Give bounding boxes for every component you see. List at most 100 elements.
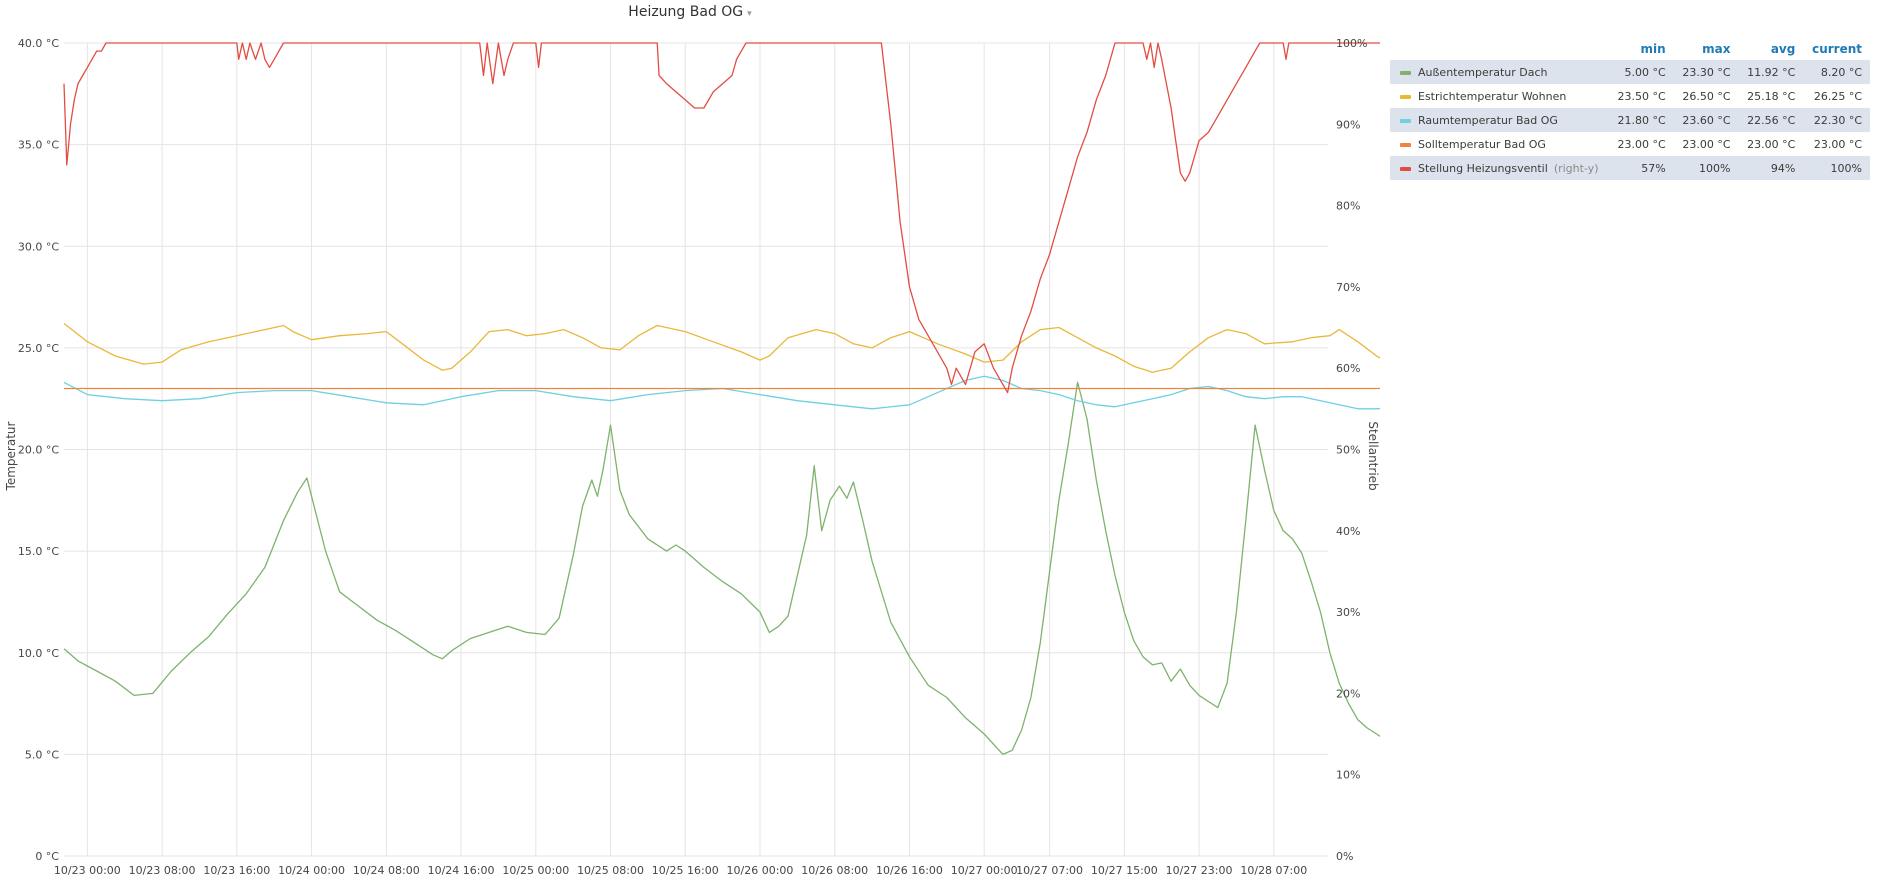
y-right-tick-label: 30% <box>1336 606 1360 619</box>
legend-value-min: 57% <box>1608 156 1674 180</box>
x-tick-label: 10/25 00:00 <box>502 864 569 877</box>
legend-value-max: 23.00 °C <box>1682 137 1731 151</box>
legend-value-max: 23.30 °C <box>1673 60 1739 84</box>
y-right-tick-label: 50% <box>1336 444 1360 457</box>
y-right-tick-label: 90% <box>1336 118 1360 131</box>
y-left-tick-label: 5.0 °C <box>25 748 59 761</box>
x-tick-label: 10/27 00:00 <box>951 864 1018 877</box>
y-left-tick-label: 10.0 °C <box>18 647 59 660</box>
legend-value-current: 100% <box>1803 156 1870 180</box>
legend-axis-note: (right-y) <box>1553 161 1599 175</box>
x-tick-label: 10/27 15:00 <box>1091 864 1158 877</box>
series-layer <box>63 42 1380 756</box>
left-y-axis: 0 °C 5.0 °C 10.0 °C 15.0 °C 20.0 °C 25.0 °C 30… <box>18 37 59 863</box>
legend-series-label: Estrichtemperatur Wohnen <box>1418 89 1567 103</box>
y-right-tick-label: 20% <box>1336 687 1360 700</box>
panel-title[interactable]: Heizung Bad OG ▾ <box>0 4 1380 20</box>
legend-value-current: 8.20 °C <box>1803 60 1870 84</box>
y-left-tick-label: 25.0 °C <box>18 342 59 355</box>
x-tick-label: 10/24 16:00 <box>428 864 495 877</box>
legend-swatch-icon[interactable] <box>1400 70 1411 75</box>
legend-swatch-icon[interactable] <box>1400 166 1411 171</box>
x-tick-label: 10/26 16:00 <box>876 864 943 877</box>
legend-header-current[interactable]: current <box>1812 42 1862 56</box>
x-tick-label: 10/25 08:00 <box>577 864 644 877</box>
legend-value-avg: 22.56 °C <box>1738 108 1804 132</box>
y-left-tick-label: 15.0 °C <box>18 545 59 558</box>
legend-value-max: 23.60 °C <box>1673 108 1739 132</box>
legend-value-max: 100% <box>1673 156 1739 180</box>
legend-value-min: 23.00 °C <box>1617 137 1666 151</box>
x-tick-label: 10/25 16:00 <box>652 864 719 877</box>
series-line-stellung-heizungsventil[interactable] <box>63 42 1380 394</box>
legend-series-name[interactable]: Raumtemperatur Bad OG <box>1390 108 1609 132</box>
legend-series-label: Stellung Heizungsventil <box>1418 161 1548 175</box>
legend-value-min: 23.50 °C <box>1617 89 1666 103</box>
y-left-tick-label: 30.0 °C <box>18 240 59 253</box>
legend-value-current: 26.25 °C <box>1813 89 1862 103</box>
x-tick-label: 10/23 16:00 <box>203 864 270 877</box>
y-right-tick-label: 70% <box>1336 281 1360 294</box>
legend-header-row: min max avg current <box>1390 40 1870 60</box>
legend-header-max[interactable]: max <box>1702 42 1731 56</box>
panel-title-text: Heizung Bad OG <box>628 4 744 20</box>
y-right-tick-label: 0% <box>1336 850 1353 863</box>
x-tick-label: 10/27 23:00 <box>1166 864 1233 877</box>
grid <box>64 42 1328 857</box>
x-tick-label: 10/24 00:00 <box>278 864 345 877</box>
x-tick-label: 10/26 08:00 <box>801 864 868 877</box>
y-left-tick-label: 0 °C <box>35 850 59 863</box>
legend-series-name[interactable]: Solltemperatur Bad OG <box>1390 132 1609 156</box>
legend-series-name[interactable]: Estrichtemperatur Wohnen <box>1390 84 1609 108</box>
series-line-estrichtemperatur-wohnen[interactable] <box>63 322 1380 373</box>
legend-value-avg: 94% <box>1738 156 1804 180</box>
legend-header-name <box>1390 40 1609 60</box>
y-left-tick-label: 20.0 °C <box>18 444 59 457</box>
legend-series-label: Solltemperatur Bad OG <box>1418 137 1546 151</box>
x-tick-label: 10/23 08:00 <box>129 864 196 877</box>
y-right-tick-label: 10% <box>1336 769 1360 782</box>
x-axis: 10/23 00:00 10/23 08:00 10/23 16:00 10/24 0… <box>54 864 1307 877</box>
left-axis-label: Temperatur <box>4 421 18 491</box>
legend-value-avg: 25.18 °C <box>1747 89 1796 103</box>
legend-series-name[interactable]: Außentemperatur Dach <box>1390 60 1609 84</box>
legend-header-avg[interactable]: avg <box>1770 42 1796 56</box>
y-right-tick-label: 60% <box>1336 362 1360 375</box>
x-tick-label: 10/27 07:00 <box>1016 864 1083 877</box>
legend-row[interactable]: Solltemperatur Bad OG 23.00 °C 23.00 °C 23.… <box>1390 132 1870 156</box>
x-tick-label: 10/26 00:00 <box>727 864 794 877</box>
x-tick-label: 10/24 08:00 <box>353 864 420 877</box>
legend-series-label: Außentemperatur Dach <box>1418 65 1548 79</box>
legend-row[interactable]: Estrichtemperatur Wohnen 23.50 °C 26.50 °C… <box>1390 84 1870 108</box>
legend-row[interactable]: Außentemperatur Dach 5.00 °C 23.30 °C 11.92… <box>1390 60 1870 84</box>
y-right-tick-label: 40% <box>1336 525 1360 538</box>
legend-swatch-icon[interactable] <box>1400 94 1411 99</box>
x-tick-label: 10/23 00:00 <box>54 864 121 877</box>
x-tick-label: 10/28 07:00 <box>1240 864 1307 877</box>
y-right-tick-label: 100% <box>1336 37 1367 50</box>
legend-swatch-icon[interactable] <box>1400 118 1411 123</box>
legend-value-avg: 23.00 °C <box>1747 137 1796 151</box>
legend-value-avg: 11.92 °C <box>1738 60 1804 84</box>
y-left-tick-label: 40.0 °C <box>18 37 59 50</box>
legend-value-min: 21.80 °C <box>1608 108 1674 132</box>
legend-value-current: 22.30 °C <box>1803 108 1870 132</box>
y-right-tick-label: 80% <box>1336 200 1360 213</box>
legend-row[interactable]: Raumtemperatur Bad OG 21.80 °C 23.60 °C 22.… <box>1390 108 1870 132</box>
y-left-tick-label: 35.0 °C <box>18 139 59 152</box>
legend-row[interactable]: Stellung Heizungsventil (right-y) 57% 100% 9… <box>1390 156 1870 180</box>
chart-area: 0 °C 5.0 °C 10.0 °C 15.0 °C 20.0 °C 25.0 °C 30… <box>4 37 1380 877</box>
series-line-raumtemperatur-bad-og[interactable] <box>63 375 1380 410</box>
legend-value-max: 26.50 °C <box>1682 89 1731 103</box>
legend-value-min: 5.00 °C <box>1608 60 1674 84</box>
legend-series-label: Raumtemperatur Bad OG <box>1418 113 1558 127</box>
right-axis-label: Stellantrieb <box>1366 421 1380 490</box>
legend-value-current: 23.00 °C <box>1813 137 1862 151</box>
series-line-au-entemperatur-dach[interactable] <box>63 381 1380 756</box>
legend-table: min max avg current Außentemperatur Dach… <box>1390 40 1870 180</box>
legend-header-min[interactable]: min <box>1640 42 1666 56</box>
legend-swatch-icon[interactable] <box>1400 142 1411 147</box>
right-y-axis: 0% 10% 20% 30% 40% 50% 60% 70% 80% 90% 100% <box>1336 37 1367 863</box>
panel-menu-caret-icon[interactable]: ▾ <box>747 9 752 19</box>
legend-series-name[interactable]: Stellung Heizungsventil (right-y) <box>1390 156 1609 180</box>
